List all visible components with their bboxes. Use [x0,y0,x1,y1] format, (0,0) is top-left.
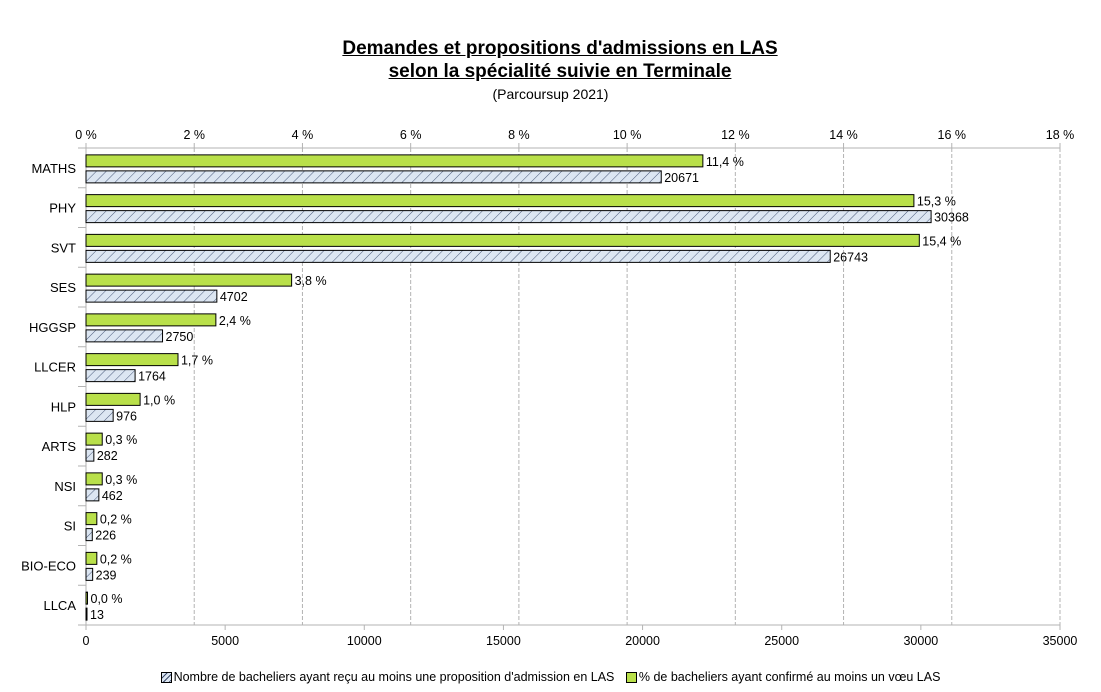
data-label-percent: 15,4 % [922,234,961,248]
bottom-tick-label: 0 [83,634,90,648]
category-label: MATHS [31,161,76,176]
category-label: SVT [51,240,76,255]
bar-count [85,329,164,343]
data-label-percent: 0,0 % [91,592,123,606]
data-label-percent: 0,2 % [100,513,132,527]
data-label-count: 2750 [166,330,194,344]
gridlines [193,148,1061,625]
data-label-count: 13 [90,608,104,622]
data-labels: 11,4 % 20671 15,3 % 30368 15,4 % 26743 3,8 % 47… [90,155,969,622]
data-label-percent: 0,3 % [105,433,137,447]
bar-count [85,607,88,621]
data-label-percent: 1,7 % [181,354,213,368]
data-label-percent: 15,3 % [917,195,956,209]
top-tick-label: 10 % [613,128,642,142]
legend-label-count: Nombre de bacheliers ayant reçu au moins… [173,670,615,684]
bar-count [85,567,94,581]
top-tick-label: 8 % [508,128,530,142]
top-tick-label: 0 % [75,128,97,142]
data-label-percent: 1,0 % [143,393,175,407]
bar-percent [85,313,217,327]
top-tick-label: 14 % [829,128,858,142]
legend: Nombre de bacheliers ayant reçu au moins… [0,670,1101,686]
data-label-count: 239 [96,568,117,582]
bar-count [85,210,932,224]
bar-percent [85,233,920,247]
top-tick-label: 6 % [400,128,422,142]
legend-label-percent: % de bacheliers ayant confirmé au moins … [638,670,941,684]
category-label: PHY [49,201,76,216]
data-label-count: 26743 [833,250,868,264]
chart-title-line-2: selon la spécialité suivie en Terminale [388,61,732,82]
bar-percent [85,392,141,406]
bottom-tick-label: 20000 [625,634,660,648]
bar-count [85,170,662,184]
category-label: ARTS [42,439,77,454]
bar-percent [85,432,103,446]
green-swatch-icon [625,671,637,683]
bar-percent [85,591,88,605]
category-label: LLCER [34,360,76,375]
bar-count [85,249,831,263]
data-label-count: 462 [102,489,123,503]
data-label-percent: 2,4 % [219,314,251,328]
bar-count [85,408,114,422]
bottom-tick-label: 15000 [486,634,521,648]
top-tick-label: 2 % [183,128,205,142]
axes: 0 % 2 % 4 % 6 % 8 % 10 % 12 % 14 % 16 % 18 % 0 5000… [21,128,1077,648]
bottom-tick-label: 35000 [1043,634,1078,648]
category-label: BIO-ECO [21,558,76,573]
bar-count [85,528,93,542]
chart-title-line-1: Demandes et propositions d'admissions en… [342,38,778,59]
data-label-count: 282 [97,449,118,463]
bar-percent [85,154,704,168]
top-tick-label: 16 % [938,128,967,142]
top-tick-label: 12 % [721,128,750,142]
data-label-percent: 0,2 % [100,552,132,566]
bar-count [85,448,95,462]
category-label: LLCA [43,598,76,613]
data-label-count: 1764 [138,370,166,384]
bar-count [85,289,218,303]
bar-percent [85,551,98,565]
category-label: SES [50,280,76,295]
legend-item-percent: % de bacheliers ayant confirmé au moins … [625,670,941,684]
data-label-count: 976 [116,409,137,423]
data-label-percent: 3,8 % [295,274,327,288]
category-label: HGGSP [29,320,76,335]
bar-count [85,488,100,502]
bottom-tick-label: 25000 [764,634,799,648]
category-label: SI [64,519,76,534]
bar-percent [85,512,98,526]
data-label-percent: 0,3 % [105,473,137,487]
chart-subtitle: (Parcoursup 2021) [492,86,609,102]
data-label-count: 4702 [220,290,248,304]
category-label: HLP [51,399,76,414]
bottom-tick-label: 5000 [211,634,239,648]
legend-item-count: Nombre de bacheliers ayant reçu au moins… [160,670,615,684]
bars [85,154,932,621]
data-label-count: 226 [95,529,116,543]
hatched-swatch-icon [160,671,172,683]
data-label-count: 30368 [934,211,969,225]
bottom-tick-label: 10000 [347,634,382,648]
bar-percent [85,194,915,208]
top-tick-label: 18 % [1046,128,1075,142]
bar-count [85,369,136,383]
top-tick-label: 4 % [292,128,314,142]
bar-percent [85,472,103,486]
bottom-tick-label: 30000 [903,634,938,648]
bar-percent [85,273,293,287]
bar-percent [85,353,179,367]
category-label: NSI [54,479,76,494]
data-label-percent: 11,4 % [706,155,744,169]
data-label-count: 20671 [664,171,699,185]
